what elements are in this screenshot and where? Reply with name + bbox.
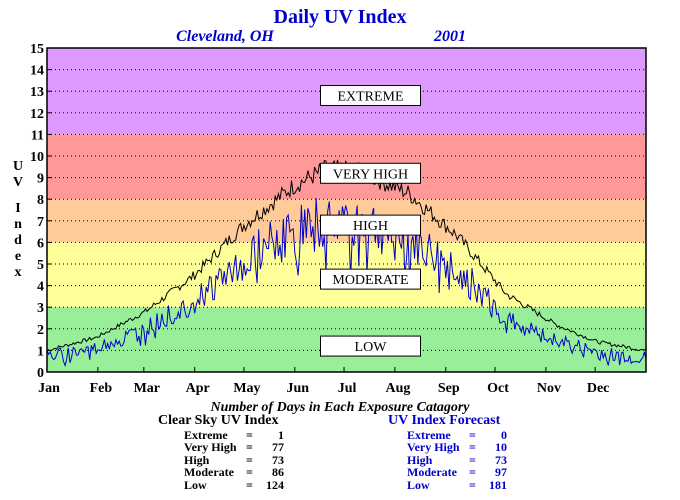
y-tick-label: 14 [30, 64, 44, 79]
y-tick-label: 6 [37, 236, 44, 251]
stat-equals: = [469, 440, 476, 455]
y-tick-label: 1 [37, 344, 44, 359]
forecast-table-heading: UV Index Forecast [388, 413, 501, 428]
band-label-box [320, 85, 421, 107]
stat-value: 73 [495, 452, 507, 467]
x-tick-label: Oct [487, 381, 509, 396]
y-axis-label-char: n [14, 217, 22, 232]
y-axis-label-char: V [13, 175, 23, 190]
x-tick-label: May [233, 381, 260, 396]
band-label-box [320, 335, 421, 357]
stat-value: 0 [501, 428, 507, 442]
stat-value: 181 [489, 477, 507, 492]
y-tick-label: 2 [37, 323, 44, 338]
x-tick-label: Feb [90, 381, 113, 396]
stat-label: Very High [407, 440, 460, 455]
chart-location: Cleveland, OH [176, 28, 274, 45]
stat-value: 86 [272, 465, 284, 480]
stat-equals: = [246, 452, 253, 467]
y-tick-label: 10 [30, 150, 44, 165]
x-tick-label: Aug [385, 381, 410, 396]
stat-value: 10 [495, 440, 507, 455]
y-axis-label-char: x [15, 265, 22, 280]
y-tick-label: 13 [30, 85, 44, 100]
band-label: HIGH [353, 219, 388, 234]
plot-frame [46, 47, 647, 373]
x-tick-label: Jan [38, 381, 60, 396]
stat-label: Moderate [184, 465, 234, 480]
x-tick-label: Apr [186, 381, 210, 396]
stat-label: High [407, 452, 433, 467]
stat-equals: = [246, 465, 253, 480]
x-tick-label: Nov [537, 381, 561, 396]
band-label-box [320, 162, 421, 184]
y-tick-label: 4 [37, 280, 44, 295]
stat-label: Extreme [407, 428, 451, 442]
x-tick-label: Mar [134, 381, 160, 396]
stat-equals: = [469, 465, 476, 480]
y-tick-label: 8 [37, 193, 44, 208]
stat-equals: = [469, 428, 476, 442]
band-label-box [320, 214, 421, 236]
stat-value: 1 [278, 428, 284, 442]
y-tick-label: 0 [37, 366, 44, 381]
stat-label: Very High [184, 440, 237, 455]
stat-label: High [184, 452, 210, 467]
stat-value: 97 [495, 465, 507, 480]
band-label: VERY HIGH [333, 167, 408, 182]
band-label-box [320, 268, 421, 290]
y-axis-label-char: d [14, 233, 22, 248]
y-tick-label: 3 [37, 301, 44, 316]
y-axis-label-char: U [13, 159, 23, 174]
y-tick-label: 12 [30, 107, 44, 122]
band-label: LOW [355, 340, 388, 355]
y-tick-label: 11 [31, 128, 44, 143]
y-tick-label: 9 [37, 172, 44, 187]
stat-equals: = [469, 477, 476, 492]
band-label: MODERATE [332, 273, 408, 288]
y-axis-label-char: I [15, 201, 20, 216]
stat-value: 124 [266, 477, 284, 492]
band-label: EXTREME [337, 90, 403, 105]
stat-label: Moderate [407, 465, 457, 480]
stat-equals: = [246, 428, 253, 442]
x-tick-label: Sep [438, 381, 460, 396]
stat-label: Low [184, 477, 207, 492]
stat-value: 77 [272, 440, 284, 455]
y-axis-label-char: e [15, 249, 21, 264]
y-tick-label: 7 [37, 215, 44, 230]
clear-sky-table-heading: Clear Sky UV Index [158, 413, 279, 428]
y-tick-label: 15 [30, 42, 44, 57]
stat-equals: = [246, 440, 253, 455]
stat-equals: = [469, 452, 476, 467]
stat-label: Low [407, 477, 430, 492]
days-caption: Number of Days in Each Exposure Catagory [210, 400, 470, 415]
chart-year: 2001 [433, 28, 466, 45]
chart-title: Daily UV Index [274, 6, 407, 28]
y-tick-label: 5 [37, 258, 44, 273]
x-tick-label: Jul [338, 381, 357, 396]
stat-value: 73 [272, 452, 284, 467]
stat-equals: = [246, 477, 253, 492]
series-line-forecast [46, 197, 647, 368]
x-tick-label: Jun [287, 381, 310, 396]
x-tick-label: Dec [587, 381, 610, 396]
stat-label: Extreme [184, 428, 228, 442]
